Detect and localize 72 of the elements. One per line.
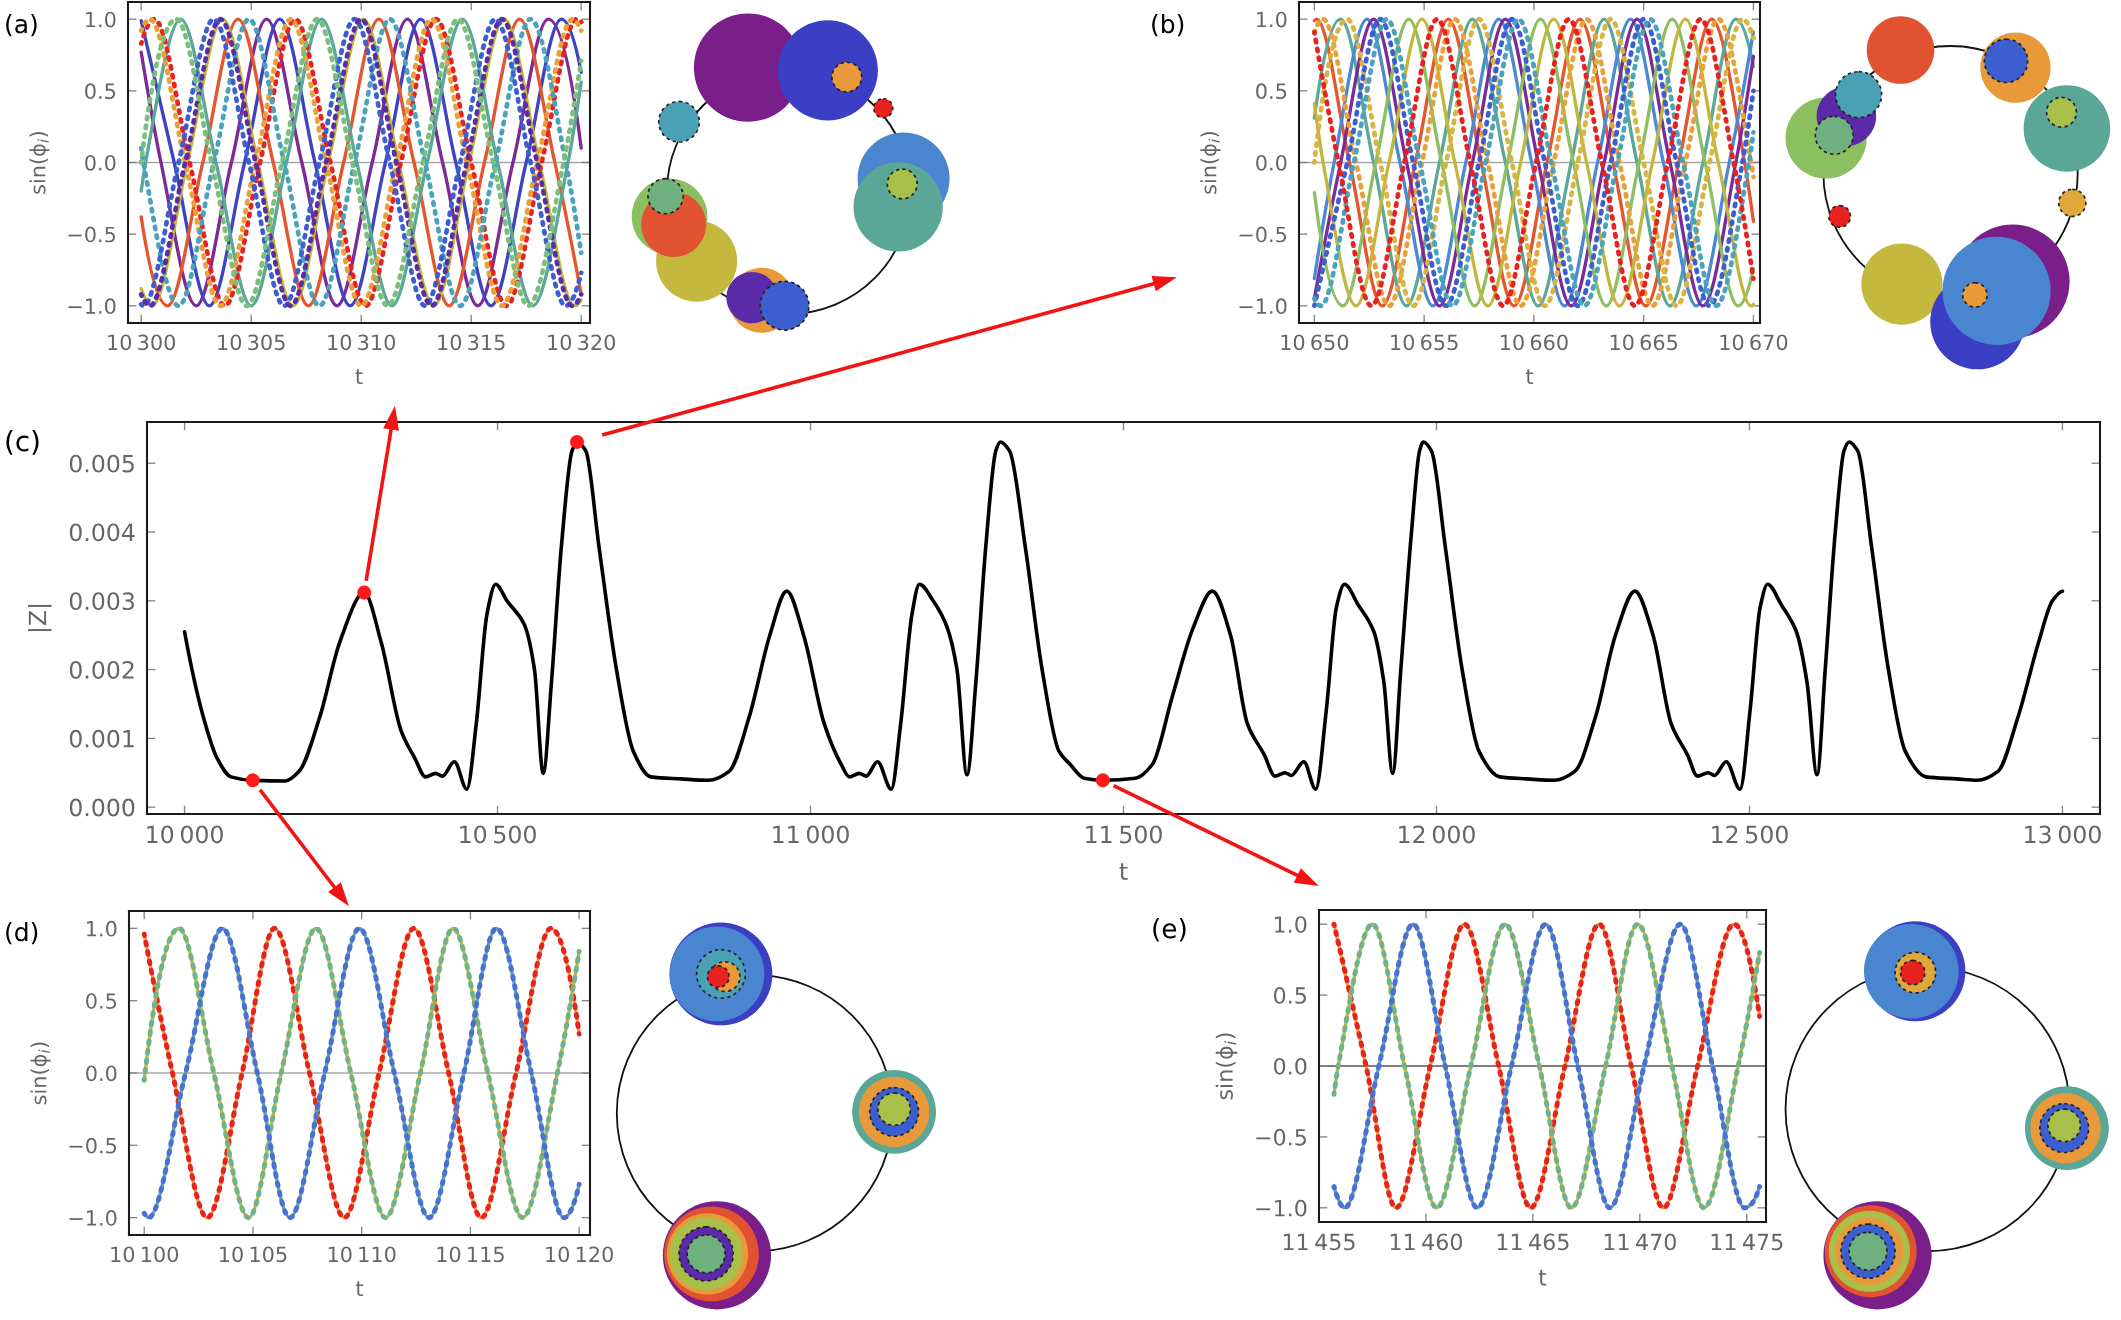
x-tick-label: 10 655 [1391,334,1458,351]
x-tick-label: 10 100 [111,1246,179,1263]
point [245,773,260,788]
x-axis-title: t [355,369,363,384]
x-tick-label: 10 650 [1281,334,1349,351]
x-axis-title: t [1119,863,1128,880]
y-tick-label: −0.5 [1239,226,1287,243]
chart-title: (a) [6,14,37,37]
x-tick-label: 11 475 [1711,1233,1783,1251]
chart-title: (d) [6,922,38,945]
y-tick-label: 0.5 [86,993,117,1009]
y-tick-label: 0.002 [69,661,134,679]
chart-title: (e) [1153,918,1186,942]
x-tick-label: 10 500 [460,825,536,844]
y-tick-label: 0.5 [1256,83,1287,100]
point [1095,773,1110,788]
y-tick-label: 0.5 [1274,987,1306,1004]
x-tick-label: 10 315 [438,334,505,351]
x-tick-label: 11 465 [1497,1233,1569,1251]
x-tick-label: 10 670 [1720,334,1788,351]
y-tick-label: −0.5 [1256,1128,1306,1146]
x-tick-label: 10 310 [328,334,396,351]
chart-title: (c) [6,430,39,455]
x-tick-label: 10 660 [1500,334,1568,351]
chart-title: (b) [1152,14,1184,37]
x-tick-label: 10 120 [546,1246,613,1263]
y-tick-label: 0.0 [85,154,116,171]
x-tick-label: 10 110 [328,1246,396,1263]
y-tick-label: −1.0 [68,298,116,315]
y-tick-label: 0.004 [69,523,135,542]
y-tick-label: 0.003 [69,592,134,611]
y-axis-title: sin(ϕ$_{i}$) [1200,132,1221,194]
x-axis-title: t [355,1281,364,1296]
y-tick-label: −1.0 [1256,1199,1307,1217]
y-tick-label: 0.001 [69,729,134,748]
x-tick-label: 10 105 [220,1246,287,1263]
y-tick-label: −0.5 [68,226,116,243]
y-tick-label: 1.0 [1257,11,1287,28]
y-axis-title: sin(ϕ$_{i}$) [1215,1033,1238,1100]
y-tick-label: 1.0 [1274,916,1307,933]
y-tick-label: 0.5 [85,83,116,100]
y-axis-title: |Z| [28,604,52,632]
x-tick-label: 10 000 [147,825,223,844]
y-tick-label: 1.0 [86,11,116,28]
y-axis-title: sin(ϕ$_{i}$) [30,1042,51,1105]
y-tick-label: 0.005 [69,454,134,473]
x-axis-title: t [1525,369,1534,384]
x-tick-label: 11 455 [1283,1233,1355,1251]
x-tick-label: 10 300 [108,334,176,351]
x-tick-label: 11 500 [1086,825,1162,844]
x-tick-label: 10 115 [437,1246,504,1263]
y-tick-label: 1.0 [87,920,117,937]
x-tick-label: 10 320 [548,334,616,351]
y-tick-label: 0.0 [86,1065,117,1082]
x-axis-title: t [1538,1269,1547,1286]
y-axis-title: sin(ϕ$_{i}$) [29,132,50,194]
x-tick-label: 12 000 [1399,825,1475,844]
y-tick-label: 0.0 [1256,154,1287,171]
x-tick-label: 11 000 [773,825,849,844]
point [570,435,584,449]
x-tick-label: 11 460 [1390,1233,1463,1251]
x-tick-label: 12 500 [1712,825,1788,844]
x-tick-label: 10 305 [218,334,285,351]
x-tick-label: 11 470 [1604,1233,1676,1251]
point [357,585,372,600]
x-tick-label: 10 665 [1610,334,1678,351]
y-tick-label: −1.0 [69,1210,117,1226]
y-tick-label: 0.0 [1274,1057,1307,1075]
y-tick-label: 0.000 [69,798,135,817]
y-tick-label: −1.0 [1239,298,1287,315]
y-tick-label: −0.5 [69,1137,117,1154]
x-tick-label: 13 000 [2025,825,2101,844]
